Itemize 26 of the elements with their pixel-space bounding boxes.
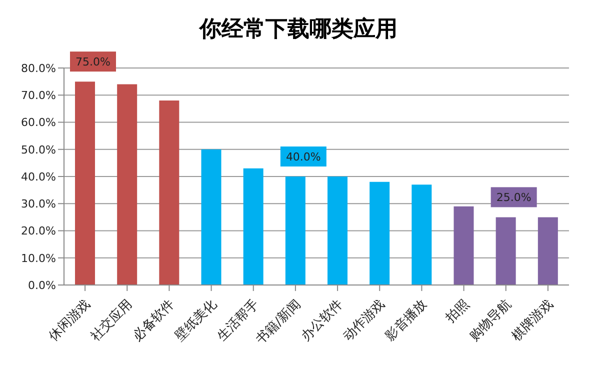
bar: [370, 182, 390, 285]
bar: [243, 168, 264, 285]
bar: [75, 82, 95, 285]
bar: [538, 217, 558, 285]
bar: [159, 100, 180, 285]
bar: [285, 176, 306, 285]
bar: [412, 184, 432, 285]
bar: [328, 176, 348, 285]
y-tick-label: 70.0%: [21, 89, 56, 102]
data-label: 75.0%: [76, 56, 110, 69]
y-tick-label: 60.0%: [21, 116, 56, 130]
data-label: 25.0%: [496, 191, 532, 204]
x-tick-label: 拍照: [442, 296, 472, 327]
y-tick-label: 80.0%: [21, 62, 56, 75]
bar: [201, 149, 222, 285]
y-tick-label: 30.0%: [21, 198, 56, 211]
bar: [117, 84, 138, 285]
bar: [454, 206, 474, 285]
y-tick-label: 50.0%: [21, 143, 56, 156]
y-tick-label: 0.0%: [28, 278, 56, 292]
chart-title: 你经常下载哪类应用: [198, 15, 398, 44]
y-tick-label: 10.0%: [21, 252, 56, 265]
y-tick-label: 20.0%: [21, 224, 56, 238]
bar: [496, 217, 516, 285]
y-tick-label: 40.0%: [21, 170, 56, 184]
data-label: 40.0%: [286, 150, 321, 164]
